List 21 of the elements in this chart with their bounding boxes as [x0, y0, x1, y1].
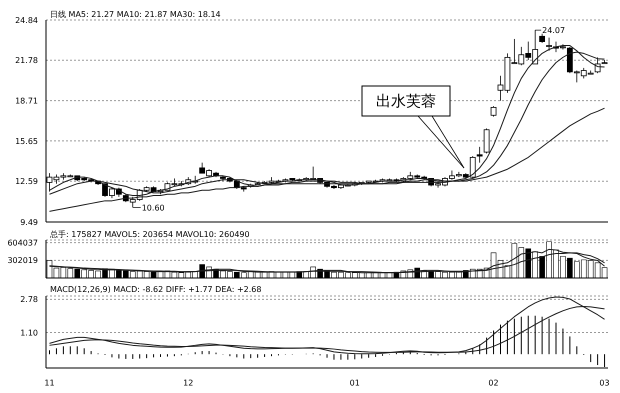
- y-tick-label: 302019: [7, 256, 38, 266]
- y-tick-label: 604037: [7, 238, 38, 248]
- chart-title: 总手: 175827 MAVOL5: 203654 MAVOL10: 260490: [50, 229, 250, 240]
- y-tick-label: 1.10: [20, 328, 38, 338]
- annotation: 出水芙蓉: [376, 93, 436, 110]
- annotation: 10.60: [142, 203, 165, 212]
- x-tick-label: 01: [350, 378, 360, 388]
- x-tick-label: 11: [44, 378, 55, 388]
- chart-title: MACD(12,26,9) MACD: -8.62 DIFF: +1.77 DEA: +2.68: [50, 285, 262, 294]
- y-tick-label: 21.78: [15, 56, 38, 66]
- y-tick-label: 24.84: [15, 16, 38, 25]
- y-tick-label: 12.59: [15, 177, 38, 186]
- y-tick-label: 9.49: [20, 218, 38, 227]
- x-tick-label: 03: [599, 378, 610, 388]
- y-tick-label: 15.65: [15, 136, 38, 146]
- y-tick-label: 18.71: [15, 96, 38, 106]
- chart-title: 日线 MA5: 21.27 MA10: 21.87 MA30: 18.14: [50, 9, 221, 20]
- annotation: 24.07: [542, 26, 566, 36]
- x-tick-label: 12: [183, 378, 194, 388]
- x-tick-label: 02: [488, 378, 499, 388]
- y-tick-label: 2.78: [20, 295, 38, 304]
